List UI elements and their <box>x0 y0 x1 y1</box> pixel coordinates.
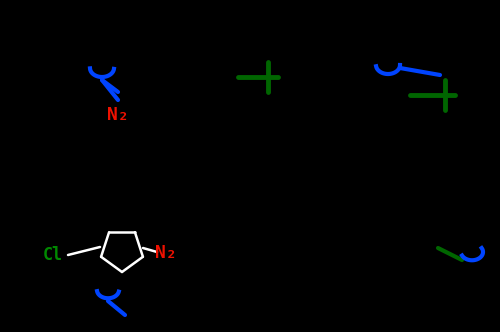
Text: Cl: Cl <box>43 246 63 264</box>
Text: N₂: N₂ <box>107 106 129 124</box>
Text: N₂: N₂ <box>155 244 177 262</box>
